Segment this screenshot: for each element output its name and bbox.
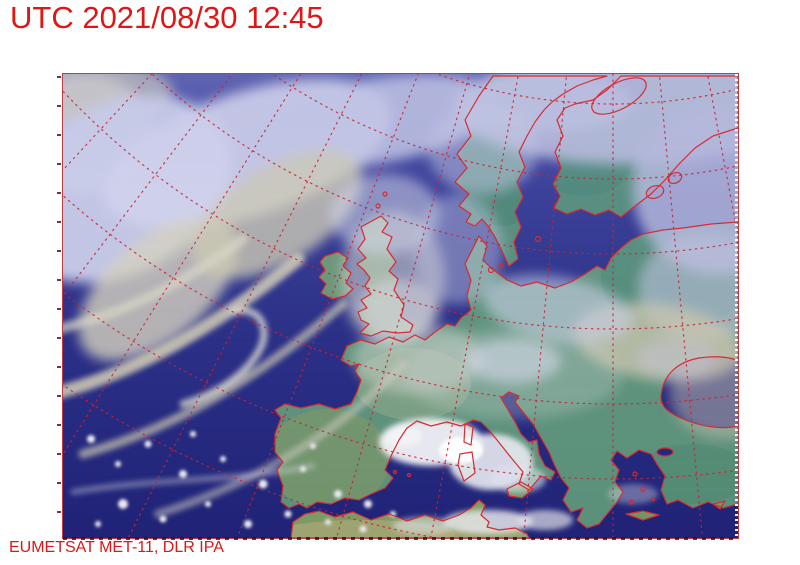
timestamp-label: UTC 2021/08/30 12:45	[10, 0, 324, 35]
graticule-meridian	[522, 74, 568, 538]
cloud-layer	[63, 74, 738, 538]
graticule-meridian	[430, 74, 520, 538]
satellite-image-canvas	[63, 74, 738, 538]
graticule-layer	[63, 74, 738, 538]
limb-haze	[63, 74, 738, 538]
credit-label: EUMETSAT MET-11, DLR IPA	[9, 539, 224, 556]
right-edge-tick-marks	[735, 74, 738, 536]
graticule-meridian	[127, 74, 363, 538]
satellite-image	[62, 73, 739, 539]
white-sea-coastline	[591, 77, 647, 115]
graticule-parallel	[63, 291, 738, 480]
graticule-meridian	[236, 74, 419, 538]
orkney-coastline	[375, 203, 381, 209]
graticule-meridian	[658, 74, 704, 538]
gotland-coastline	[534, 235, 542, 243]
denmark-islands-coastline	[487, 266, 495, 274]
bottom-edge-tick-marks	[63, 537, 737, 540]
graticule-meridian	[706, 74, 738, 239]
left-edge-tick-marks	[57, 76, 61, 534]
graticule-meridian	[335, 74, 471, 538]
shetland-coastline	[382, 191, 388, 197]
graticule-meridian	[63, 74, 302, 456]
